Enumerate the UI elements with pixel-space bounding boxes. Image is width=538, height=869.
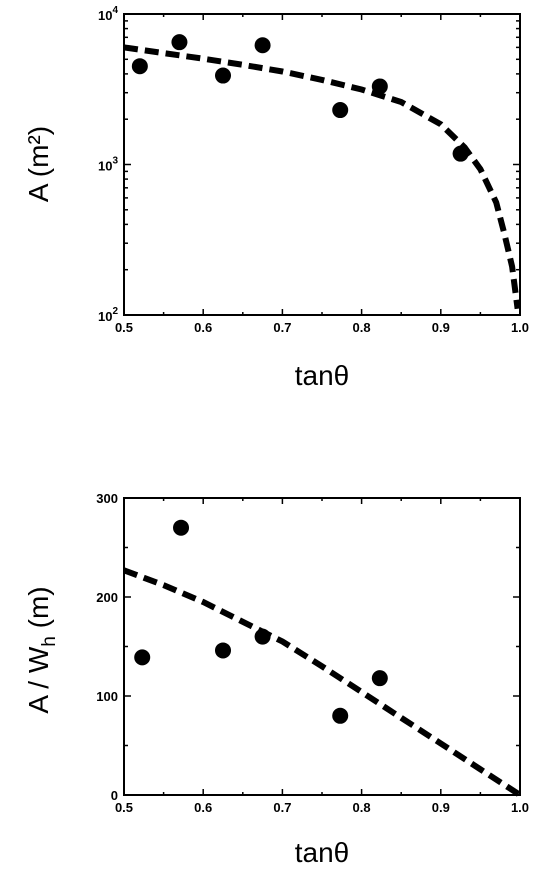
bottom-x-ticks: 0.5 0.6 0.7 0.8 0.9 1.0 (115, 498, 529, 815)
x-tick-label: 0.9 (432, 320, 450, 335)
x-tick-label: 0.5 (115, 800, 133, 815)
top-plot-frame (123, 13, 521, 316)
x-tick-label: 0.7 (273, 800, 291, 815)
data-point (171, 34, 188, 51)
bottom-y-label-main: A / W (23, 646, 54, 713)
x-tick-label: 0.6 (194, 800, 212, 815)
y-tick-base: 10 (98, 8, 112, 23)
y-tick-exponent: 3 (112, 156, 118, 167)
x-tick-label: 0.5 (115, 320, 133, 335)
top-y-axis-label: A (m²) (23, 126, 54, 202)
top-data-points (131, 34, 469, 162)
data-point (254, 37, 271, 54)
bottom-data-points (134, 519, 388, 724)
bottom-x-axis-label: tanθ (295, 837, 350, 868)
x-tick-label: 1.0 (511, 800, 529, 815)
bottom-fit-curve (122, 567, 522, 798)
data-point (452, 145, 469, 162)
bottom-plot-frame (123, 497, 521, 796)
data-point (134, 649, 151, 666)
data-point (371, 78, 388, 95)
data-point (173, 519, 190, 536)
x-tick-label: 0.9 (432, 800, 450, 815)
data-point (215, 642, 231, 659)
bottom-panel: 0.5 0.6 0.7 0.8 0.9 1.0 0 100 200 300 tanθ A / W… (23, 491, 529, 868)
y-tick-label: 104 (98, 5, 118, 23)
y-tick-base: 10 (98, 159, 112, 174)
top-x-axis-label: tanθ (295, 360, 350, 391)
data-point (332, 707, 349, 724)
y-tick-label: 300 (96, 491, 118, 506)
bottom-y-ticks: 0 100 200 300 (96, 491, 520, 803)
x-tick-label: 0.8 (353, 320, 371, 335)
x-tick-label: 0.6 (194, 320, 212, 335)
y-tick-label: 200 (96, 590, 118, 605)
data-point (131, 58, 148, 75)
x-tick-label: 1.0 (511, 320, 529, 335)
top-x-ticks: 0.5 0.6 0.7 0.8 0.9 1.0 (115, 14, 529, 335)
x-tick-label: 0.8 (353, 800, 371, 815)
data-point (371, 670, 388, 687)
bottom-y-label-subscript: h (39, 636, 60, 647)
top-fit-curve (123, 44, 521, 310)
y-tick-base: 10 (98, 309, 112, 324)
y-tick-exponent: 2 (112, 306, 118, 317)
y-tick-label: 103 (98, 156, 118, 174)
data-point (332, 102, 349, 119)
bottom-y-label-unit: (m) (23, 586, 54, 636)
data-point (215, 67, 231, 84)
x-tick-label: 0.7 (273, 320, 291, 335)
y-tick-label: 0 (111, 788, 118, 803)
y-tick-label: 100 (96, 689, 118, 704)
y-tick-label: 102 (98, 306, 118, 324)
data-point (254, 628, 271, 645)
bottom-y-axis-label: A / Wh (m) (23, 586, 60, 713)
y-tick-exponent: 4 (112, 5, 118, 16)
